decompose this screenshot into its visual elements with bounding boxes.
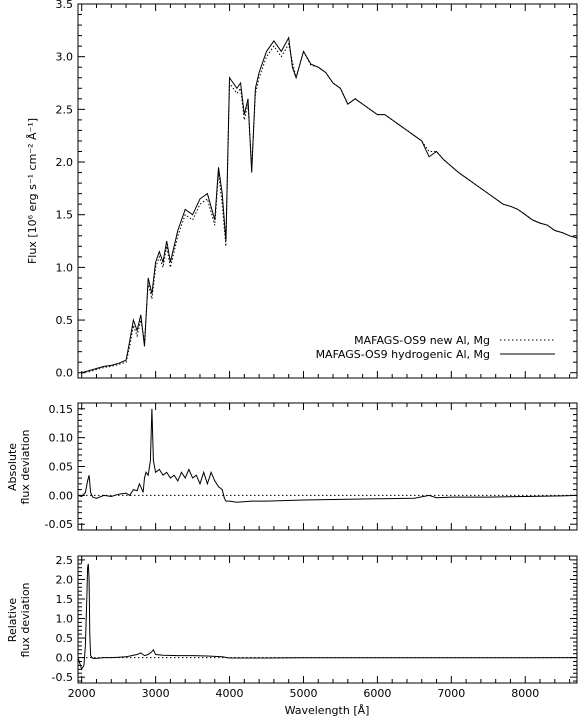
bottom-ytick-label: 0.5 — [56, 632, 74, 645]
bottom-xtick-label: 6000 — [363, 687, 391, 700]
middle-ytick-label: 0.00 — [49, 489, 74, 502]
top-ytick-label: 2.0 — [56, 156, 74, 169]
bottom-series-solid-line — [77, 563, 578, 671]
top-panel-ylabel: Flux [10⁶ erg s⁻¹ cm⁻² Å⁻¹] — [26, 118, 39, 264]
bottom-xtick-label: 4000 — [216, 687, 244, 700]
bottom-xtick-label: 3000 — [142, 687, 170, 700]
middle-panel-ylabel-line1: Absolute — [6, 443, 19, 491]
bottom-xtick-label: 2000 — [68, 687, 96, 700]
bottom-panel-ylabel-line1: Relative — [6, 598, 19, 643]
top-ytick-label: 1.0 — [56, 261, 74, 274]
lines-layer — [77, 36, 578, 671]
legend: MAFAGS-OS9 new Al, Mg MAFAGS-OS9 hydroge… — [316, 334, 555, 361]
top-series-dotted-line — [81, 42, 578, 374]
ticks-layer — [78, 3, 577, 683]
middle-ytick-label: -0.05 — [45, 518, 73, 531]
middle-ytick-label: 0.10 — [49, 432, 74, 445]
bottom-ytick-label: 1.0 — [56, 613, 74, 626]
bottom-ytick-label: 0.0 — [56, 652, 74, 665]
x-axis-label: Wavelength [Å] — [285, 704, 370, 717]
middle-panel-ylabel-line2: flux deviation — [19, 429, 32, 504]
legend-entry-hydrogenic: MAFAGS-OS9 hydrogenic Al, Mg — [316, 348, 490, 361]
bottom-ytick-label: 2.5 — [56, 554, 74, 567]
top-ytick-label: 3.5 — [56, 0, 74, 11]
bottom-xtick-label: 5000 — [289, 687, 317, 700]
bottom-ytick-label: 1.5 — [56, 593, 74, 606]
top-ytick-label: 2.5 — [56, 103, 74, 116]
top-series-solid-line — [81, 36, 578, 374]
bottom-xtick-label: 7000 — [437, 687, 465, 700]
middle-ytick-label: 0.15 — [49, 403, 74, 416]
tick-labels-layer: 0.0 0.5 1.0 1.5 2.0 2.5 3.0 3.5 -0.05 0.00 0.05 0.1… — [45, 0, 540, 700]
middle-panel-frame — [77, 402, 578, 531]
top-ytick-label: 1.5 — [56, 209, 74, 222]
middle-ytick-label: 0.05 — [49, 461, 74, 474]
top-ytick-label: 3.0 — [56, 51, 74, 64]
top-ytick-label: 0.0 — [56, 367, 74, 380]
top-panel-frame — [77, 3, 578, 379]
bottom-panel-ylabel-line2: flux deviation — [19, 582, 32, 657]
middle-series-solid-line — [77, 408, 578, 503]
bottom-ytick-label: -0.5 — [52, 671, 73, 684]
bottom-ytick-label: 2.0 — [56, 573, 74, 586]
top-ytick-label: 0.5 — [56, 314, 74, 327]
legend-entry-new: MAFAGS-OS9 new Al, Mg — [354, 334, 490, 347]
bottom-xtick-label: 8000 — [511, 687, 539, 700]
bottom-panel-frame — [77, 555, 578, 684]
